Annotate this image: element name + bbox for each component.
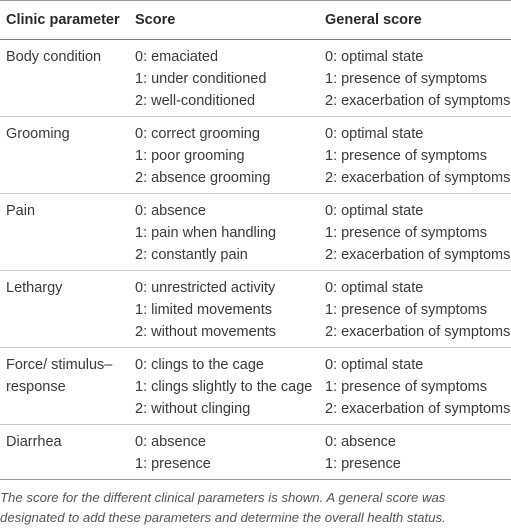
- general-score-option: 0: optimal state: [325, 203, 424, 219]
- score-cell: 0: clings to the cage 1: clings slightly…: [131, 347, 321, 425]
- score-option: 0: emaciated: [135, 49, 219, 65]
- table-row: Lethargy 0: unrestricted activity 1: lim…: [0, 270, 511, 348]
- general-score-option: 2: exacerbation of symptoms: [325, 247, 511, 263]
- table-header-row: Clinic parameter Score General score: [0, 0, 511, 40]
- parameter-name: Force/ stimulus–response: [0, 347, 131, 425]
- table-row: Pain 0: absence 1: pain when handling 2:…: [0, 193, 511, 271]
- score-cell: 0: emaciated 1: under conditioned 2: wel…: [131, 39, 321, 117]
- score-option: 1: limited movements: [135, 302, 272, 318]
- general-score-option: 0: optimal state: [325, 357, 424, 373]
- header-score: Score: [131, 0, 321, 40]
- score-option: 1: poor grooming: [135, 148, 245, 164]
- general-score-option: 1: presence of symptoms: [325, 225, 487, 241]
- score-option: 2: absence grooming: [135, 170, 271, 186]
- score-option: 1: presence: [135, 456, 211, 472]
- score-option: 2: constantly pain: [135, 247, 248, 263]
- general-score-option: 0: optimal state: [325, 49, 424, 65]
- score-option: 2: without movements: [135, 324, 277, 340]
- table-row: Body condition 0: emaciated 1: under con…: [0, 39, 511, 117]
- clinical-score-table: Clinic parameter Score General score Bod…: [0, 0, 511, 480]
- general-score-option: 0: optimal state: [325, 280, 424, 296]
- general-score-cell: 0: optimal state 1: presence of symptoms…: [321, 193, 511, 271]
- score-cell: 0: correct grooming 1: poor grooming 2: …: [131, 116, 321, 194]
- general-score-option: 1: presence: [325, 456, 401, 472]
- table-caption: The score for the different clinical par…: [0, 490, 446, 525]
- header-general-score: General score: [321, 0, 511, 40]
- general-score-cell: 0: optimal state 1: presence of symptoms…: [321, 39, 511, 117]
- score-option: 2: without clinging: [135, 401, 251, 417]
- score-cell: 0: absence 1: presence: [131, 424, 321, 480]
- header-clinic-parameter: Clinic parameter: [0, 0, 131, 40]
- score-option: 0: absence: [135, 434, 206, 450]
- parameter-name: Grooming: [0, 116, 131, 194]
- score-cell: 0: absence 1: pain when handling 2: cons…: [131, 193, 321, 271]
- table-row: Grooming 0: correct grooming 1: poor gro…: [0, 116, 511, 194]
- general-score-option: 0: optimal state: [325, 126, 424, 142]
- parameter-name: Diarrhea: [0, 424, 131, 480]
- general-score-cell: 0: absence 1: presence: [321, 424, 511, 480]
- score-option: 1: pain when handling: [135, 225, 277, 241]
- table-row: Diarrhea 0: absence 1: presence 0: absen…: [0, 424, 511, 480]
- general-score-option: 0: absence: [325, 434, 396, 450]
- score-option: 0: clings to the cage: [135, 357, 264, 373]
- general-score-option: 2: exacerbation of symptoms: [325, 93, 511, 109]
- score-cell: 0: unrestricted activity 1: limited move…: [131, 270, 321, 348]
- general-score-option: 2: exacerbation of symptoms: [325, 324, 511, 340]
- general-score-cell: 0: optimal state 1: presence of symptoms…: [321, 347, 511, 425]
- general-score-option: 1: presence of symptoms: [325, 379, 487, 395]
- table-row: Force/ stimulus–response 0: clings to th…: [0, 347, 511, 425]
- general-score-cell: 0: optimal state 1: presence of symptoms…: [321, 116, 511, 194]
- general-score-option: 2: exacerbation of symptoms: [325, 401, 511, 417]
- general-score-option: 1: presence of symptoms: [325, 71, 487, 87]
- general-score-cell: 0: optimal state 1: presence of symptoms…: [321, 270, 511, 348]
- score-option: 0: correct grooming: [135, 126, 260, 142]
- parameter-name: Lethargy: [0, 270, 131, 348]
- score-option: 0: unrestricted activity: [135, 280, 276, 296]
- score-option: 1: clings slightly to the cage: [135, 379, 313, 395]
- general-score-option: 1: presence of symptoms: [325, 302, 487, 318]
- parameter-name: Body condition: [0, 39, 131, 117]
- parameter-name: Pain: [0, 193, 131, 271]
- score-option: 2: well-conditioned: [135, 93, 256, 109]
- score-option: 0: absence: [135, 203, 206, 219]
- general-score-option: 1: presence of symptoms: [325, 148, 487, 164]
- general-score-option: 2: exacerbation of symptoms: [325, 170, 511, 186]
- score-option: 1: under conditioned: [135, 71, 267, 87]
